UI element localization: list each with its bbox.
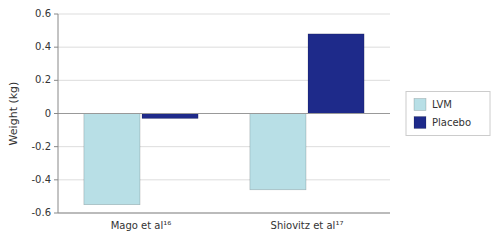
- x-axis-line: [58, 213, 390, 214]
- grid-line: [58, 213, 390, 214]
- x-tick-label: Shiovitz et al¹⁷: [271, 220, 344, 231]
- bar: [84, 114, 140, 205]
- y-tick-label: -0.4: [31, 174, 51, 185]
- y-tick-label: 0.6: [35, 8, 51, 19]
- chart: -0.6 -0.4 -0.2 0 0.2 0.4 0.6 Mago et al¹⁶ Shiovi…: [0, 0, 500, 243]
- y-tick-label: 0: [45, 108, 51, 119]
- legend-label: LVM: [432, 99, 452, 110]
- legend: LVM Placebo: [406, 92, 490, 136]
- y-tick: [54, 179, 58, 180]
- zero-line: [58, 113, 390, 114]
- y-tick: [54, 113, 58, 114]
- y-tick-label: 0.4: [35, 41, 51, 52]
- y-tick: [54, 213, 58, 214]
- legend-swatch: [414, 99, 426, 111]
- bar: [250, 114, 306, 190]
- y-tick-label: -0.2: [31, 141, 51, 152]
- legend-frame: [406, 92, 490, 136]
- y-tick: [54, 47, 58, 48]
- y-tick: [54, 80, 58, 81]
- grid-line: [58, 14, 390, 15]
- grid: [58, 14, 390, 213]
- bar: [142, 114, 198, 119]
- x-axis: Mago et al¹⁶ Shiovitz et al¹⁷: [111, 220, 344, 231]
- x-tick-label: Mago et al¹⁶: [111, 220, 172, 231]
- y-tick-label: 0.2: [35, 74, 51, 85]
- legend-label: Placebo: [432, 117, 471, 128]
- y-tick: [54, 146, 58, 147]
- y-axis-label: Weight (kg): [7, 82, 20, 146]
- bars: [84, 34, 364, 205]
- y-tick: [54, 14, 58, 15]
- legend-swatch: [414, 117, 426, 129]
- bar: [308, 34, 364, 114]
- y-axis-line: [58, 14, 59, 213]
- y-tick-label: -0.6: [31, 207, 51, 218]
- grid-line: [58, 113, 390, 114]
- y-axis: -0.6 -0.4 -0.2 0 0.2 0.4 0.6: [31, 8, 58, 218]
